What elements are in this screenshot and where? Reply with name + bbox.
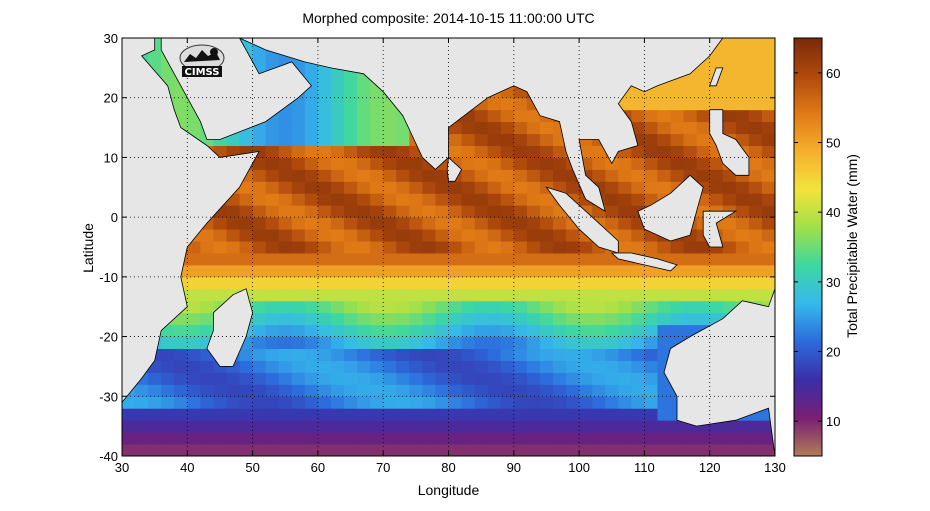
x-tick-label: 100	[568, 460, 590, 475]
colorbar-tick-label: 40	[826, 205, 840, 220]
colorbar-tick-label: 60	[826, 66, 840, 81]
chart-title: Morphed composite: 2014-10-15 11:00:00 U…	[302, 10, 595, 26]
x-tick-label: 130	[764, 460, 786, 475]
x-tick-label: 60	[311, 460, 325, 475]
y-tick-label: -40	[99, 449, 118, 464]
plot-area	[122, 38, 775, 456]
x-tick-label: 30	[115, 460, 129, 475]
x-tick-label: 50	[245, 460, 259, 475]
colorbar-ticks: 10 20 30 40 50 60	[794, 66, 840, 429]
y-tick-label: 20	[104, 91, 118, 106]
land-sulawesi	[702, 210, 738, 248]
y-tick-label: -30	[99, 389, 118, 404]
y-axis-ticks: -40 -30 -20 -10 0 10 20 30	[99, 31, 775, 464]
colorbar-tick-label: 50	[826, 136, 840, 151]
x-tick-label: 80	[441, 460, 455, 475]
x-tick-label: 40	[180, 460, 194, 475]
x-tick-label: 110	[634, 460, 655, 475]
land-sri-lanka	[446, 156, 463, 182]
colorbar-label: Total Precipitable Water (mm)	[844, 154, 860, 338]
x-tick-label: 70	[376, 460, 390, 475]
x-axis-label: Longitude	[417, 482, 480, 498]
x-tick-label: 90	[507, 460, 521, 475]
y-axis-label: Latitude	[80, 223, 96, 273]
colorbar-tick-label: 10	[826, 414, 840, 429]
colorbar-tick-label: 20	[826, 345, 840, 360]
svg-text:CIMSS: CIMSS	[185, 67, 220, 78]
y-tick-label: -20	[99, 330, 118, 345]
y-tick-label: -10	[99, 270, 118, 285]
colorbar-tick-label: 30	[826, 275, 840, 290]
x-axis-ticks: 30 40 50 60 70 80 90 100 110 120 130	[115, 38, 786, 475]
land-madagascar	[206, 288, 254, 367]
land-new-guinea	[774, 222, 775, 272]
cimss-logo: CIMSS	[179, 44, 225, 78]
land-philippines	[709, 109, 750, 176]
y-tick-label: 30	[104, 31, 118, 46]
land-borneo	[637, 174, 704, 242]
x-tick-label: 120	[699, 460, 721, 475]
y-tick-label: 0	[111, 210, 118, 225]
land-taiwan	[709, 67, 724, 87]
land-iran-pakistan-india	[239, 38, 724, 213]
land-africa	[122, 38, 260, 403]
grid-lines	[122, 38, 775, 456]
land-australia	[663, 288, 775, 456]
land-java	[610, 252, 678, 272]
colorbar	[793, 37, 823, 457]
y-tick-label: 10	[104, 150, 118, 165]
